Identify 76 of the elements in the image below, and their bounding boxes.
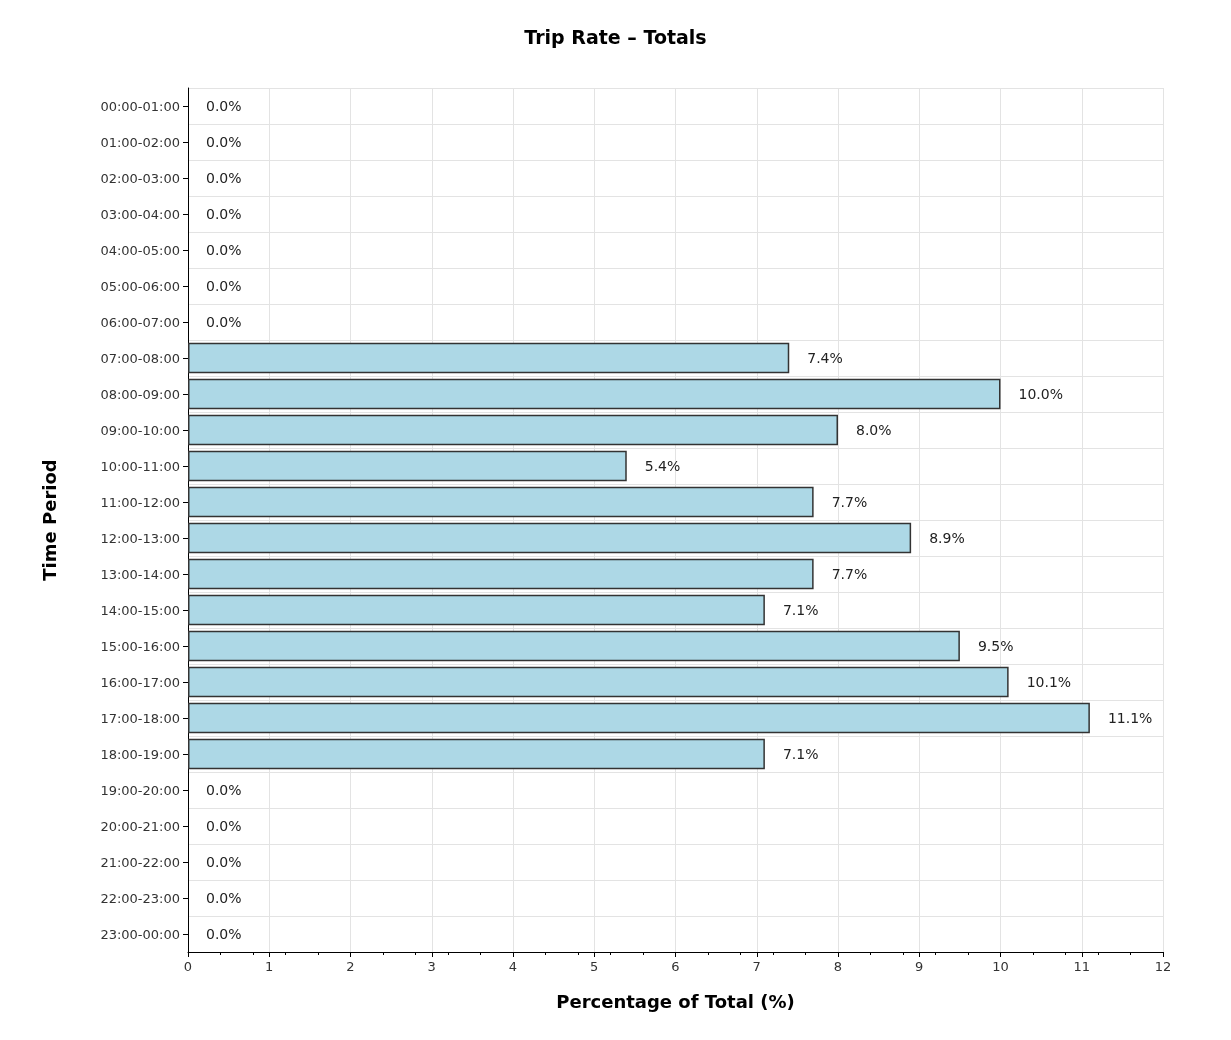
data-label: 0.0% [206,818,242,834]
x-tick-label: 6 [671,959,680,974]
x-tick-label: 3 [427,959,436,974]
data-label: 7.1% [782,602,819,618]
bar [188,486,814,518]
x-tick-label: 7 [752,959,761,974]
data-label: 5.4% [644,458,681,474]
y-tick-label: 11:00-12:00 [100,494,180,510]
x-tick-label: 2 [346,959,355,974]
data-label: 8.0% [856,422,892,438]
y-tick-label: 05:00-06:00 [100,278,180,294]
y-tick-label: 06:00-07:00 [100,314,180,330]
y-tick-label: 10:00-11:00 [100,458,180,474]
y-tick-label: 14:00-15:00 [100,602,180,618]
x-tick-label: 9 [915,959,924,974]
y-tick-label: 18:00-19:00 [100,746,180,762]
data-label: 7.7% [831,566,868,582]
y-tick-label: 16:00-17:00 [100,674,180,690]
data-label: 0.0% [206,206,242,222]
x-tick-label: 10 [992,959,1009,974]
bar [188,378,1001,410]
data-label: 0.0% [206,278,242,294]
y-tick-label: 23:00-00:00 [100,926,180,942]
y-tick-label: 20:00-21:00 [100,818,180,834]
x-tick-label: 8 [833,959,843,974]
x-tick-label: 4 [508,959,518,974]
x-tick-label: 5 [590,959,599,974]
y-tick-label: 04:00-05:00 [100,242,180,258]
data-label: 9.5% [977,638,1014,654]
y-tick-label: 02:00-03:00 [100,170,180,186]
data-label: 11.1% [1107,710,1153,726]
bar [188,630,960,662]
bar [188,594,765,626]
x-tick-label: 1 [265,959,274,974]
bar [188,702,1090,734]
y-tick-label: 17:00-18:00 [100,710,180,726]
data-label: 0.0% [206,134,242,150]
y-tick-label: 13:00-14:00 [100,566,180,582]
bar [188,666,1009,698]
y-tick-label: 12:00-13:00 [100,530,180,546]
y-tick-label: 15:00-16:00 [100,638,180,654]
y-tick-label: 03:00-04:00 [100,206,180,222]
x-tick-label: 0 [183,959,193,974]
data-label: 0.0% [206,926,242,942]
data-label: 0.0% [206,98,242,114]
data-label: 8.9% [929,530,965,546]
data-label: 7.1% [782,746,819,762]
x-axis-title: Percentage of Total (%) [556,990,795,1012]
data-label: 0.0% [206,242,242,258]
bar [188,738,765,770]
y-tick-label: 01:00-02:00 [100,134,180,150]
data-label: 10.0% [1018,386,1063,402]
data-label: 10.1% [1026,674,1072,690]
data-label: 7.4% [807,350,843,366]
y-tick-label: 21:00-22:00 [100,854,180,870]
y-tick-label: 09:00-10:00 [100,422,180,438]
y-axis-title: Time Period [38,459,60,581]
y-tick-label: 00:00-01:00 [100,98,180,114]
bar [188,414,838,446]
x-tick-label: 12 [1154,959,1172,974]
data-label: 0.0% [206,314,242,330]
chart-title: Trip Rate – Totals [524,25,707,48]
y-tick-label: 07:00-08:00 [100,350,180,366]
data-label: 0.0% [206,170,242,186]
data-label: 0.0% [206,854,242,870]
data-label: 7.7% [831,494,868,510]
y-tick-label: 19:00-20:00 [100,782,180,798]
bar [188,342,790,374]
data-label: 0.0% [206,782,242,798]
bar [188,450,627,482]
bar [188,558,814,590]
data-label: 0.0% [206,890,242,906]
x-tick-label: 11 [1073,959,1091,974]
y-tick-label: 22:00-23:00 [100,890,180,906]
y-tick-label: 08:00-09:00 [100,386,180,402]
bar [188,522,912,554]
